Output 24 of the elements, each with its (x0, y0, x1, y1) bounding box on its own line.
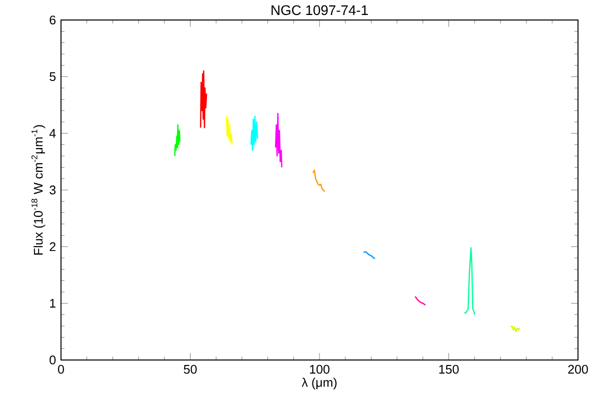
y-axis-title: Flux (10$^{-18}$ W cm$^{-2}$μm$^{-1}$) (31, 125, 46, 255)
line-series (464, 247, 476, 316)
x-axis-title: λ (μm) (302, 378, 337, 390)
y-tick-label: 1 (50, 299, 56, 308)
y-tick-label: 6 (50, 16, 56, 24)
y-tick-label: 2 (50, 242, 56, 252)
line-series (200, 70, 208, 128)
y-tick-label: 4 (49, 129, 56, 138)
line-series (250, 116, 258, 151)
x-tick-label: 150 (439, 364, 459, 374)
y-tick-label: 5 (50, 72, 56, 82)
x-tick-label: 50 (184, 364, 197, 374)
line-series (274, 112, 282, 168)
chart-title: NGC 1097-74-1 (272, 5, 368, 16)
line-series (362, 251, 376, 260)
y-tick-label: 0 (50, 356, 56, 364)
x-tick-label: 200 (568, 364, 588, 374)
line-series (174, 124, 181, 157)
x-tick-label: 100 (310, 364, 330, 374)
line-series (414, 296, 426, 306)
x-tick-label: 0 (58, 364, 64, 374)
y-tick-label: 3 (50, 186, 56, 194)
line-series (312, 170, 326, 192)
line-series (226, 116, 233, 146)
